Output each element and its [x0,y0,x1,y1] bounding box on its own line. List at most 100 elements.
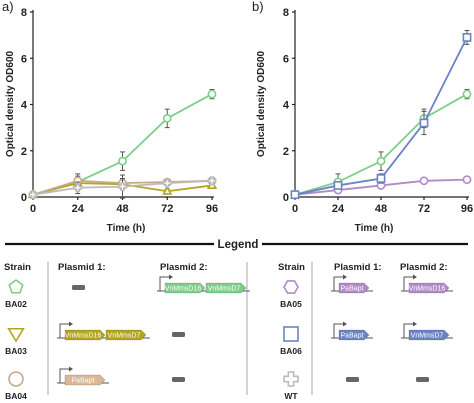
promoter-arrow-icon [343,321,347,327]
data-point-wt [28,190,38,200]
panel-label-a: a) [2,0,14,14]
legend-plasmid1-header: Plasmid 1: [334,262,382,273]
legend-marker-wt [283,371,299,387]
x-tick-label: 24 [332,203,345,215]
plasmid-construct: PgyrA VnMmsD16 [401,274,453,305]
y-tick-label: 2 [21,146,27,158]
gene-label: VnMmsD16 [65,333,102,340]
gene-arrow [64,374,106,386]
x-axis-label-b: Time (h) [355,223,394,234]
gene-arrow [105,329,147,341]
promoter-label: PgyrA [401,343,418,352]
gene-label: VnMmsD16 [409,286,446,293]
plasmid-construct: PgyrA VnMmsD16 VnMmsD7 [157,274,250,305]
y-tick-label: 6 [283,53,289,65]
x-tick-label: 72 [418,203,430,215]
data-point-ba06 [376,174,386,183]
series-line-ba06 [294,37,468,196]
y-tick-label: 4 [21,100,28,112]
legend-marker-ba03 [7,327,25,343]
legend-strain-header: Strain [4,262,31,273]
data-point-wt [73,183,83,193]
x-tick-label: 0 [292,203,298,215]
promoter-arrow-icon [413,274,417,280]
gene-arrow [338,329,370,341]
legend-strain-label: BA03 [5,346,27,356]
promoter-arrow-icon [59,368,69,383]
y-tick-label: 0 [21,192,27,204]
data-point-wt [118,182,127,191]
legend-strain-header: Strain [278,262,305,273]
promoter-arrow-icon [403,323,413,338]
legend-title: Legend [218,239,259,251]
y-tick-label: 8 [283,7,289,19]
gene-arrow [408,282,450,294]
promoter-label: PgyrA [157,296,174,305]
promoter-arrow-icon [333,323,343,338]
promoter-arrow-icon [413,321,417,327]
data-point-ba06 [333,181,343,190]
promoter-label: PthrC3 [331,343,351,352]
promoter-label: PthrC3 [57,388,77,397]
promoter-arrow-icon [333,276,343,291]
data-point-wt [207,176,217,186]
promoter-label: PgyrA [401,296,418,305]
promoter-arrow-icon [69,321,73,327]
data-point-ba06 [419,118,429,128]
gene-label: VnMmsD16 [165,286,202,293]
gene-label: VnMmsD7 [208,286,241,293]
legend-plasmid2-header: Plasmid 2: [160,262,208,273]
promoter-arrow-icon [403,276,413,291]
legend-strain-label: BA05 [280,299,302,309]
legend-plasmid2-header: Plasmid 2: [400,262,448,273]
y-axis-label-b: Optical density OD600 [256,50,267,157]
y-tick-label: 4 [283,100,290,112]
gene-label: PaBapt [341,286,364,293]
data-point-ba06 [462,33,472,42]
x-tick-label: 0 [30,203,36,215]
legend-table: Strain Plasmid 1: Plasmid 2: Strain Plasmid … [4,262,453,401]
y-tick-label: 0 [283,192,289,204]
legend-strain-label: WT [284,391,298,401]
panel-label-b: b) [252,0,264,14]
x-tick-label: 96 [461,203,473,215]
plasmid-construct: PgyrA VnMmsD7 [401,321,453,352]
data-point-wt [162,178,172,188]
x-axis-label-a: Time (h) [107,223,146,234]
y-tick-label: 8 [21,7,27,19]
promoter-arrow-icon [59,323,69,338]
x-tick-label: 48 [116,203,128,215]
empty-plasmid-dash [416,377,429,382]
data-point-ba02 [462,89,472,99]
empty-plasmid-dash [72,285,85,290]
data-point-ba05 [462,175,472,185]
promoter-arrow-icon [343,274,347,280]
gene-label: VnMmsD7 [108,333,141,340]
gene-label: VnMmsD7 [411,333,444,340]
legend-marker-ba06 [283,326,299,342]
gene-label: PaBapt [72,378,95,385]
plasmid-construct: PthrC3 PaBapt [331,274,373,305]
x-tick-label: 48 [375,203,387,215]
y-tick-label: 6 [21,53,27,65]
promoter-arrow-icon [169,274,173,280]
empty-plasmid-dash [172,377,185,382]
y-tick-label: 2 [283,146,289,158]
data-point-ba05 [419,176,429,186]
y-axis-label-a: Optical density OD600 [5,50,16,157]
promoter-label: PgyrA [57,343,74,352]
legend-marker-ba05 [283,280,299,294]
promoter-label: PthrC3 [331,296,351,305]
legend-strain-label: BA04 [5,391,27,401]
plasmid-construct: PthrC3 PaBapt [57,366,109,397]
plasmid-construct: PthrC3 PaBapt [331,321,373,352]
gene-arrow [64,329,106,341]
data-point-ba02 [162,113,172,123]
legend-marker-ba04 [8,371,24,387]
data-point-ba03 [162,186,173,195]
gene-arrow [205,282,247,294]
plasmid-construct: PgyrA VnMmsD16 VnMmsD7 [57,321,150,352]
